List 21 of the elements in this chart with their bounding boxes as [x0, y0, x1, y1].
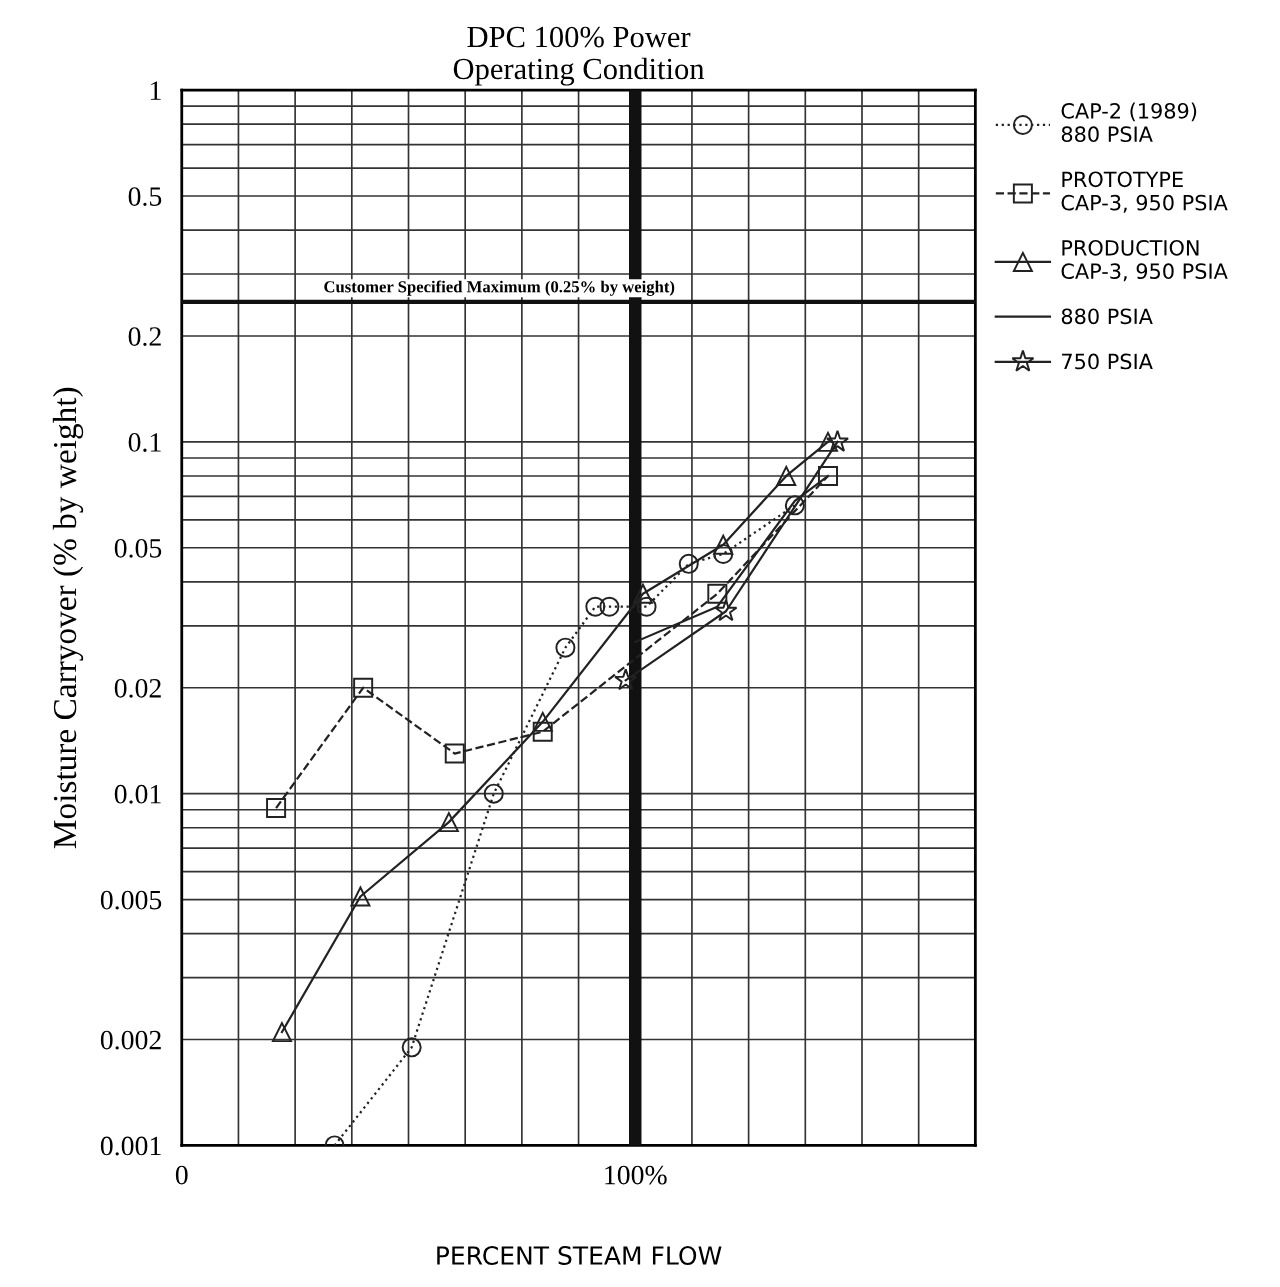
y-tick-label: 0.2	[128, 327, 161, 347]
chart-title: DPC 100% Power Operating Condition	[453, 26, 705, 86]
y-tick-label: 0.002	[100, 1030, 161, 1050]
y-tick-label: 0.001	[100, 1136, 161, 1156]
y-tick-label: 0.005	[100, 890, 162, 910]
y-tick-label: 0.02	[114, 678, 161, 698]
x-tick-label: 100%	[605, 1165, 667, 1185]
y-tick-label: 1	[150, 81, 161, 100]
y-tick-label: 0.01	[114, 784, 161, 804]
legend-label: CAP-2 (1989) 880 PSIA	[1061, 102, 1197, 143]
legend-label: 880 PSIA	[1061, 308, 1153, 325]
x-tick-label: 0	[175, 1165, 188, 1185]
y-tick-label: 0.1	[128, 433, 161, 452]
ref-line-label: Customer Specified Maximum (0.25% by weight)	[324, 280, 675, 296]
legend-label: 750 PSIA	[1062, 353, 1153, 370]
legend-label: PROTOTYPE CAP-3, 950 PSIA	[1061, 171, 1228, 213]
y-tick-label: 0.05	[114, 538, 162, 558]
y-tick-label: 0.5	[128, 187, 162, 207]
y-axis-title: Moisture Carryover (% by weight)	[52, 387, 84, 849]
legend-label: PRODUCTION CAP-3, 950 PSIA	[1061, 239, 1228, 282]
x-axis-title: PERCENT STEAM FLOW	[437, 1246, 722, 1265]
